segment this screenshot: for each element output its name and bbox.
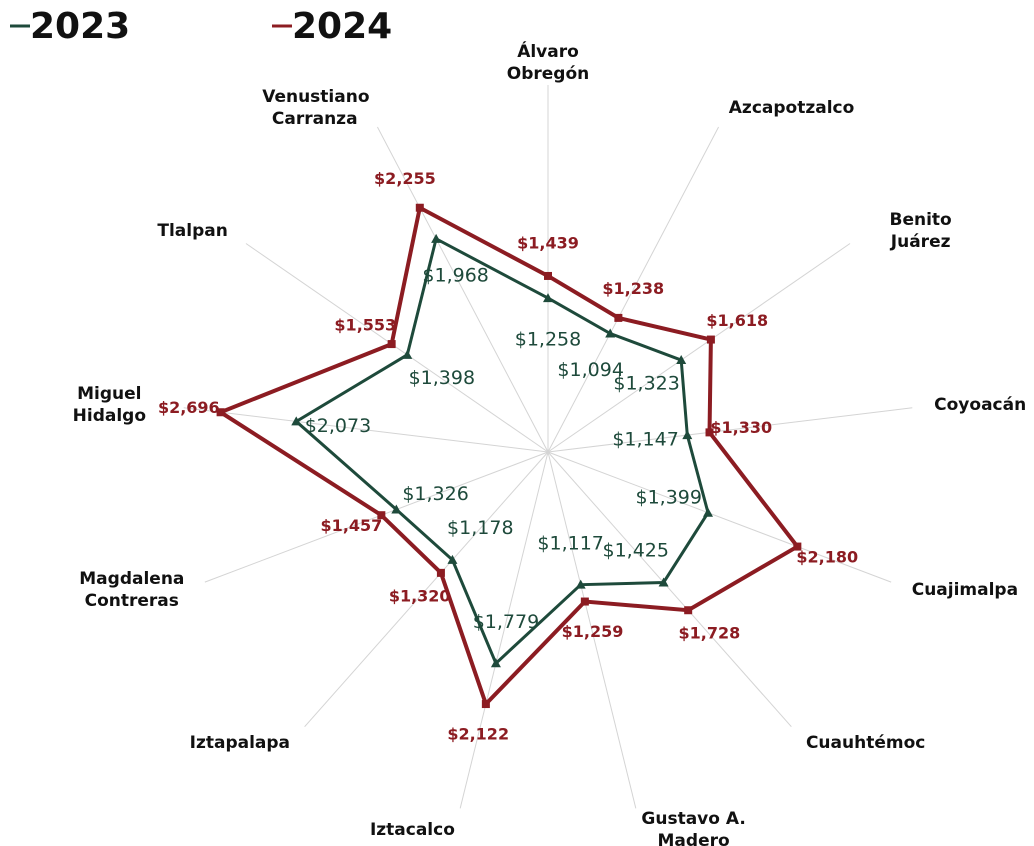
category-label: Miguel Hidalgo <box>72 384 147 427</box>
category-label: Iztacalco <box>369 819 455 840</box>
marker <box>706 335 715 344</box>
spoke <box>547 243 851 453</box>
marker <box>684 606 693 615</box>
value-label: $1,779 <box>473 611 539 633</box>
legend-label: 2024 <box>292 6 392 47</box>
value-label: $1,094 <box>557 359 623 381</box>
value-label: $1,425 <box>603 540 669 562</box>
spoke <box>459 451 549 809</box>
category-label: Álvaro Obregón <box>506 42 590 84</box>
marker <box>391 504 402 514</box>
spoke <box>547 451 792 728</box>
spoke <box>245 243 549 453</box>
category-label: Cuajimalpa <box>911 579 1019 600</box>
marker <box>490 658 501 668</box>
spoke <box>304 451 549 728</box>
category-label: Iztapalapa <box>189 733 291 754</box>
value-label: $1,399 <box>636 486 702 508</box>
marker <box>580 597 589 606</box>
spoke <box>547 407 913 453</box>
marker <box>705 428 714 437</box>
value-label: $1,618 <box>706 311 768 330</box>
value-label: $2,180 <box>796 547 858 566</box>
value-label: $1,178 <box>447 517 513 539</box>
value-label: $1,323 <box>613 372 679 394</box>
category-label: Coyoacán <box>934 395 1027 416</box>
marker <box>793 542 802 551</box>
value-label: $1,238 <box>602 279 664 298</box>
marker <box>291 416 302 426</box>
category-label: Benito Juárez <box>889 210 952 253</box>
marker <box>481 700 490 709</box>
value-label: $1,258 <box>515 329 581 351</box>
marker <box>447 554 458 564</box>
category-label: Tlalpan <box>157 221 228 242</box>
value-label: $1,259 <box>562 622 624 641</box>
marker <box>544 271 552 280</box>
value-label: $2,696 <box>158 398 220 417</box>
category-label: Azcapotzalco <box>728 97 855 118</box>
marker <box>703 507 714 517</box>
value-label: $1,439 <box>517 233 579 252</box>
marker <box>436 568 445 577</box>
spoke <box>547 451 637 809</box>
value-label: $1,320 <box>389 586 451 605</box>
value-label: $1,728 <box>679 624 741 643</box>
series-line <box>216 204 801 708</box>
marker <box>387 340 396 349</box>
category-label: Gustavo A. Madero <box>641 808 746 846</box>
marker <box>431 233 442 243</box>
value-label: $2,122 <box>447 725 509 744</box>
value-label: $1,147 <box>612 429 678 451</box>
marker <box>682 430 693 440</box>
marker <box>402 349 413 359</box>
marker <box>658 577 669 587</box>
value-label: $2,255 <box>374 169 436 188</box>
category-label: Venustiano Carranza <box>262 86 370 129</box>
spoke <box>547 451 892 583</box>
value-label: $1,326 <box>402 483 468 505</box>
spoke <box>204 451 549 583</box>
marker <box>614 313 623 322</box>
marker <box>415 203 424 212</box>
marker <box>377 511 386 520</box>
value-label: $1,398 <box>409 367 475 389</box>
marker <box>543 293 553 303</box>
value-label: $1,457 <box>321 516 383 535</box>
value-label: $1,968 <box>422 265 488 287</box>
marker <box>605 328 616 338</box>
value-label: $2,073 <box>305 415 371 437</box>
series-line <box>293 236 710 666</box>
marker <box>216 408 225 417</box>
spoke <box>547 126 719 453</box>
marker <box>676 355 687 365</box>
spoke <box>183 407 549 453</box>
value-label: $1,330 <box>710 418 772 437</box>
legend-label: 2023 <box>30 6 130 47</box>
category-label: Cuauhtémoc <box>805 733 926 754</box>
value-label: $1,117 <box>537 532 603 554</box>
category-label: Magdalena Contreras <box>79 568 185 611</box>
marker <box>575 579 586 589</box>
value-label: $1,553 <box>334 315 396 334</box>
spoke <box>377 126 549 453</box>
